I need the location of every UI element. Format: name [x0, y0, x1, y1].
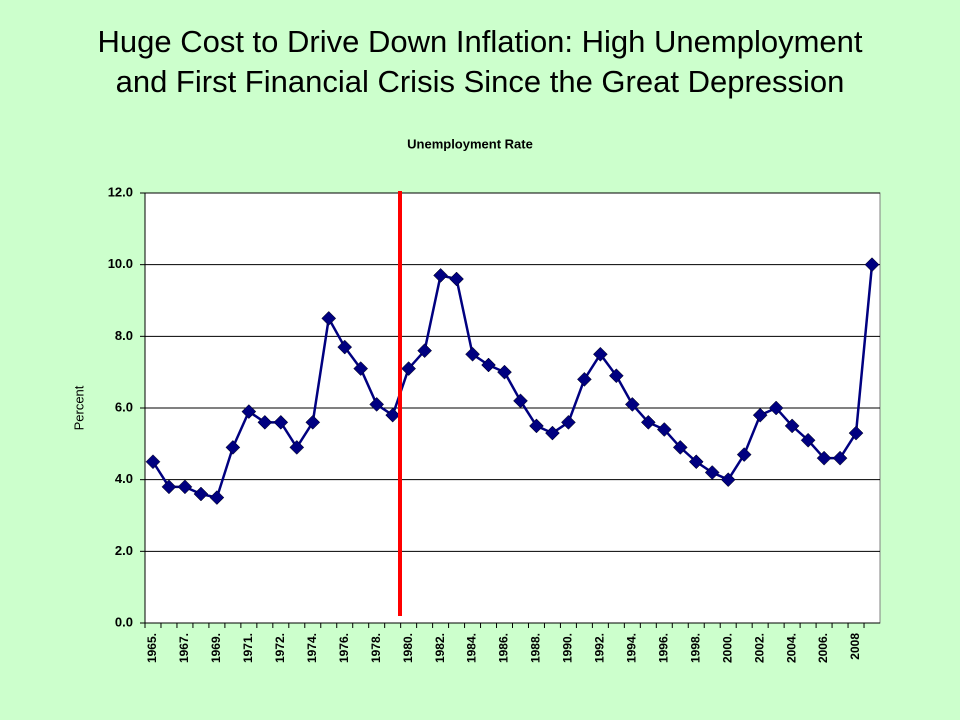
data-point — [832, 450, 848, 466]
x-tick-label: 1994. — [625, 633, 639, 663]
data-point — [241, 404, 257, 419]
data-point — [688, 454, 704, 470]
data-point — [513, 393, 528, 409]
x-tick-label: 2006. — [816, 633, 830, 663]
x-tick-label: 2004. — [784, 633, 798, 663]
data-point — [209, 490, 225, 505]
data-point — [497, 364, 512, 380]
slide-title: Huge Cost to Drive Down Inflation: High … — [97, 24, 862, 59]
x-tick-label: 1974. — [305, 633, 319, 663]
data-point — [704, 465, 720, 480]
data-point — [593, 346, 608, 362]
data-point — [848, 425, 864, 441]
x-tick-label: 1976. — [337, 633, 351, 663]
x-tick-label: 1965. — [145, 633, 159, 663]
data-point — [385, 407, 401, 423]
data-point — [177, 479, 193, 495]
data-point — [257, 414, 273, 430]
data-point — [640, 414, 656, 430]
y-tick-label: 0.0 — [115, 614, 133, 629]
data-point — [193, 486, 209, 502]
x-tick-label: 1998. — [688, 633, 702, 663]
x-tick-label: 1980. — [401, 633, 415, 663]
data-point — [305, 414, 321, 430]
x-tick-label: 2002. — [752, 633, 766, 663]
data-point — [417, 343, 432, 359]
data-point — [321, 311, 337, 326]
x-tick-label: 1988. — [529, 633, 543, 663]
data-point — [768, 400, 784, 416]
data-point — [401, 361, 416, 376]
y-tick-label: 12.0 — [108, 184, 133, 199]
data-point — [433, 268, 448, 283]
y-tick-label: 4.0 — [115, 471, 133, 486]
y-tick-label: 2.0 — [115, 543, 133, 558]
x-tick-label: 1972. — [273, 633, 287, 663]
data-point — [481, 357, 496, 373]
x-tick-label: 1986. — [497, 633, 511, 663]
data-point — [161, 479, 177, 495]
data-point — [225, 440, 241, 455]
data-point — [545, 425, 560, 441]
data-point — [369, 397, 385, 412]
chart-title: Unemployment Rate — [407, 136, 533, 151]
data-point — [752, 407, 768, 423]
data-point — [624, 397, 640, 412]
data-point — [864, 257, 880, 273]
data-point — [145, 454, 161, 470]
data-point — [465, 346, 480, 362]
data-point — [816, 450, 832, 466]
x-tick-label: 1982. — [433, 633, 447, 663]
series-line — [151, 264, 874, 500]
data-point — [449, 271, 464, 287]
data-point — [577, 371, 592, 387]
x-tick-label: 1971. — [241, 633, 255, 663]
data-point — [529, 418, 544, 434]
x-tick-label: 1992. — [593, 633, 607, 663]
x-tick-label: 1996. — [656, 633, 670, 663]
data-point — [289, 440, 305, 455]
x-tick-label: 1990. — [561, 633, 575, 663]
y-tick-label: 8.0 — [115, 328, 133, 343]
data-point — [736, 447, 752, 462]
y-tick-label: 6.0 — [115, 399, 133, 414]
x-tick-label: 2000. — [720, 633, 734, 663]
x-tick-label: 1984. — [465, 633, 479, 663]
data-point — [609, 368, 624, 384]
data-point — [273, 414, 289, 430]
data-point — [561, 414, 576, 430]
x-tick-label: 1978. — [369, 633, 383, 663]
data-point — [800, 432, 816, 448]
y-axis-label: Percent — [71, 385, 86, 430]
data-point — [337, 339, 353, 355]
data-point — [784, 418, 800, 434]
data-point — [656, 422, 672, 437]
slide-title: and First Financial Crisis Since the Gre… — [116, 64, 845, 99]
x-tick-label: 2008 — [848, 633, 862, 660]
data-point — [720, 472, 736, 488]
y-tick-label: 10.0 — [108, 256, 133, 271]
x-tick-label: 1967. — [177, 633, 191, 663]
data-point — [353, 361, 369, 376]
x-tick-label: 1969. — [209, 633, 223, 663]
data-point — [672, 440, 688, 455]
